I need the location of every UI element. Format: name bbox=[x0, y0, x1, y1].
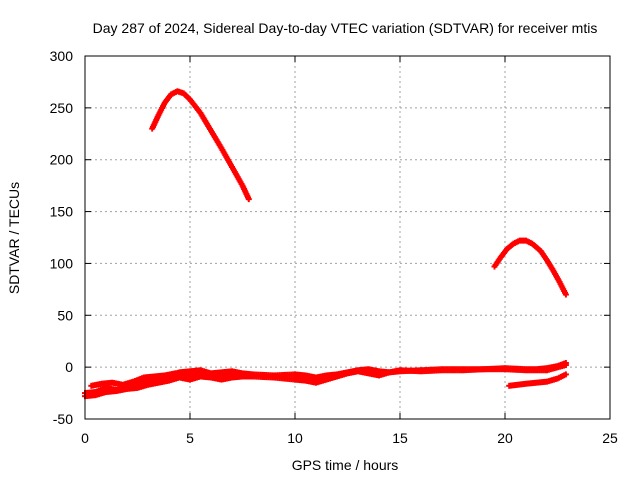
y-tick-label: 100 bbox=[50, 255, 74, 271]
x-tick-label: 15 bbox=[392, 430, 408, 446]
x-tick-label: 20 bbox=[497, 430, 513, 446]
x-tick-label: 5 bbox=[186, 430, 194, 446]
y-tick-label: 150 bbox=[50, 204, 74, 220]
chart-title: Day 287 of 2024, Sidereal Day-to-day VTE… bbox=[93, 20, 598, 36]
y-tick-label: 250 bbox=[50, 100, 74, 116]
x-tick-label: 25 bbox=[602, 430, 618, 446]
plot-frame bbox=[84, 55, 611, 420]
y-tick-label: 300 bbox=[50, 48, 74, 64]
data-layer bbox=[82, 88, 569, 400]
y-axis-label: SDTVAR / TECUs bbox=[6, 182, 22, 294]
y-tick-label: 0 bbox=[65, 359, 73, 375]
series-near-zero-band-b bbox=[82, 362, 569, 400]
grid-layer bbox=[85, 56, 610, 419]
series-arc-morning bbox=[149, 88, 252, 203]
axis-layer: 0 5 10 15 20 25 -50 0 50 100 150 200 250 300 bbox=[50, 48, 618, 446]
y-tick-label: -50 bbox=[53, 411, 73, 427]
x-tick-label: 10 bbox=[287, 430, 303, 446]
y-tick-label: 50 bbox=[57, 307, 73, 323]
x-axis-label: GPS time / hours bbox=[292, 457, 399, 473]
x-tick-label: 0 bbox=[81, 430, 89, 446]
series-arc-evening bbox=[491, 237, 569, 298]
series-evening-low-segment bbox=[506, 371, 569, 389]
y-tick-label: 200 bbox=[50, 152, 74, 168]
series-near-zero-band-c bbox=[88, 370, 252, 389]
